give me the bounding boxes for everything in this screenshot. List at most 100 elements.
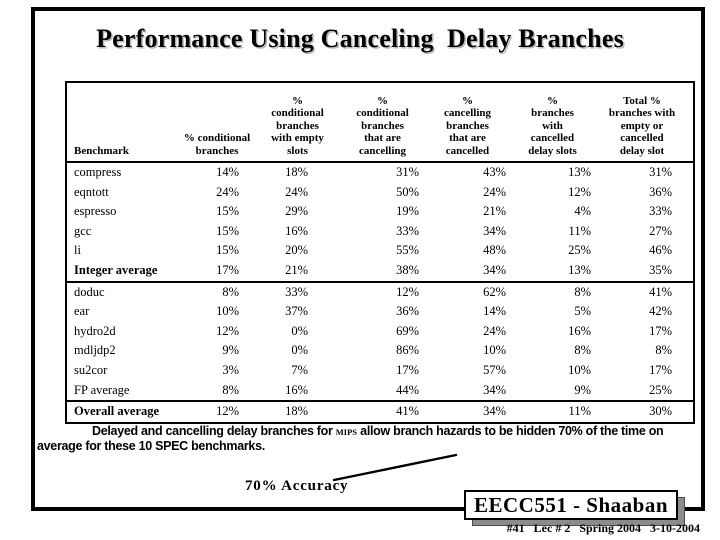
table-row: su2cor 3% 7% 17% 57% 10% 17% (67, 361, 693, 381)
value-cell: 13% (568, 262, 591, 277)
value-cell: 0% (291, 343, 308, 358)
table-row: gcc 15% 16% 33% 34% 11% 27% (67, 222, 693, 242)
value-cell: 14% (483, 304, 506, 319)
benchmark-name: li (74, 243, 81, 258)
accuracy-annotation: 70% Accuracy (245, 478, 349, 494)
benchmark-name: doduc (74, 284, 105, 299)
value-cell: 34% (483, 404, 506, 419)
value-cell: 25% (568, 243, 591, 258)
benchmark-name: mdljdp2 (74, 343, 116, 358)
value-cell: 16% (285, 223, 308, 238)
value-cell: 38% (396, 262, 419, 277)
column-header: % cancelling branches that are cancelled (443, 94, 492, 157)
value-cell: 48% (483, 243, 506, 258)
value-cell: 27% (649, 223, 672, 238)
value-cell: 0% (291, 323, 308, 338)
value-cell: 33% (285, 284, 308, 299)
value-cell: 33% (396, 223, 419, 238)
value-cell: 86% (396, 343, 419, 358)
table-row: FP average 8% 16% 44% 34% 9% 25% (67, 381, 693, 403)
table-body: compress 14% 18% 31% 43% 13% 31% eqntott 24% 24% 5… (67, 163, 693, 422)
value-cell: 55% (396, 243, 419, 258)
table-row: eqntott 24% 24% 50% 24% 12% 36% (67, 183, 693, 203)
value-cell: 15% (216, 243, 239, 258)
table-row: Overall average 12% 18% 41% 34% 11% 30% (67, 402, 693, 422)
value-cell: 34% (483, 262, 506, 277)
value-cell: 17% (216, 262, 239, 277)
table-header-row: Benchmark % conditional branches % conditi… (67, 83, 693, 163)
value-cell: 30% (649, 404, 672, 419)
value-cell: 31% (649, 165, 672, 179)
value-cell: 14% (216, 165, 239, 179)
value-cell: 24% (216, 184, 239, 199)
value-cell: 69% (396, 323, 419, 338)
value-cell: 12% (396, 284, 419, 299)
value-cell: 15% (216, 204, 239, 219)
value-cell: 50% (396, 184, 419, 199)
value-cell: 17% (649, 362, 672, 377)
value-cell: 42% (649, 304, 672, 319)
value-cell: 24% (285, 184, 308, 199)
value-cell: 41% (649, 284, 672, 299)
value-cell: 12% (568, 184, 591, 199)
table-row: doduc 8% 33% 12% 62% 8% 41% (67, 283, 693, 303)
column-header: % branches with cancelled delay slots (528, 94, 577, 157)
benchmark-name: ear (74, 304, 90, 319)
value-cell: 41% (396, 404, 419, 419)
benchmark-name: Integer average (74, 262, 158, 277)
value-cell: 15% (216, 223, 239, 238)
value-cell: 9% (222, 343, 239, 358)
caption-text-start: Delayed and cancelling delay branches fo… (92, 424, 336, 438)
column-header: Benchmark (74, 144, 129, 157)
value-cell: 24% (483, 184, 506, 199)
value-cell: 11% (568, 404, 591, 419)
value-cell: 24% (483, 323, 506, 338)
value-cell: 21% (483, 204, 506, 219)
value-cell: 46% (649, 243, 672, 258)
value-cell: 8% (222, 284, 239, 299)
table-row: espresso 15% 29% 19% 21% 4% 33% (67, 202, 693, 222)
benchmark-name: espresso (74, 204, 117, 219)
table-row: compress 14% 18% 31% 43% 13% 31% (67, 163, 693, 183)
value-cell: 8% (574, 284, 591, 299)
value-cell: 34% (483, 223, 506, 238)
value-cell: 8% (655, 343, 672, 358)
table-row: ear 10% 37% 36% 14% 5% 42% (67, 302, 693, 322)
benchmark-name: su2cor (74, 362, 108, 377)
value-cell: 9% (574, 382, 591, 397)
value-cell: 8% (222, 382, 239, 397)
value-cell: 3% (222, 362, 239, 377)
value-cell: 11% (568, 223, 591, 238)
value-cell: 12% (216, 404, 239, 419)
value-cell: 36% (649, 184, 672, 199)
table-row: mdljdp2 9% 0% 86% 10% 8% 8% (67, 341, 693, 361)
value-cell: 4% (574, 204, 591, 219)
value-cell: 43% (483, 165, 506, 179)
value-cell: 5% (574, 304, 591, 319)
benchmark-name: gcc (74, 223, 92, 238)
value-cell: 17% (396, 362, 419, 377)
slide-footer: #41 Lec # 2 Spring 2004 3-10-2004 (506, 521, 700, 535)
benchmark-name: compress (74, 165, 122, 179)
benchmark-name: FP average (74, 382, 130, 397)
value-cell: 10% (568, 362, 591, 377)
column-header: % conditional branches with empty slots (271, 94, 324, 157)
column-header: % conditional branches that are cancelli… (356, 94, 409, 157)
value-cell: 33% (649, 204, 672, 219)
value-cell: 35% (649, 262, 672, 277)
value-cell: 34% (483, 382, 506, 397)
value-cell: 10% (483, 343, 506, 358)
slide-title: Performance Using Canceling Delay Branch… (96, 24, 624, 53)
benchmark-table: Benchmark % conditional branches % conditi… (65, 81, 695, 424)
mips-label: MIPS (335, 427, 357, 437)
benchmark-name: Overall average (74, 404, 160, 419)
column-header: % conditional branches (183, 132, 251, 157)
value-cell: 44% (396, 382, 419, 397)
value-cell: 16% (285, 382, 308, 397)
value-cell: 36% (396, 304, 419, 319)
value-cell: 21% (285, 262, 308, 277)
table-row: hydro2d 12% 0% 69% 24% 16% 17% (67, 322, 693, 342)
value-cell: 29% (285, 204, 308, 219)
value-cell: 16% (568, 323, 591, 338)
value-cell: 18% (285, 165, 308, 179)
